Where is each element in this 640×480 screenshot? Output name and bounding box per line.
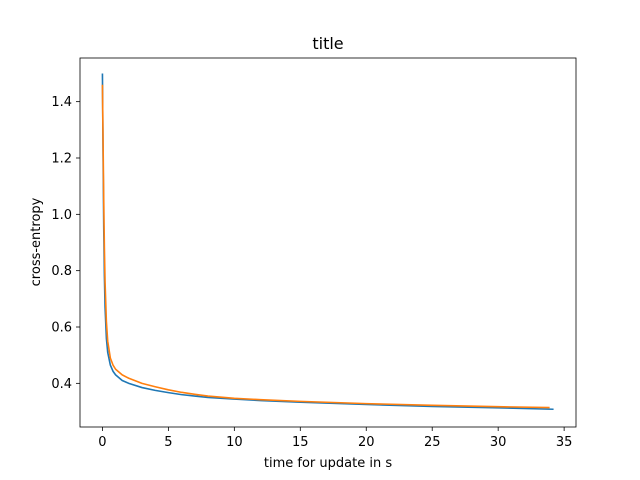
y-axis-label: cross-entropy — [29, 197, 44, 286]
x-tick-label: 30 — [490, 435, 507, 450]
y-tick-label: 1.4 — [51, 95, 72, 110]
x-tick-label: 20 — [358, 435, 375, 450]
plot-area — [80, 58, 576, 427]
y-tick-label: 0.8 — [51, 264, 72, 279]
x-tick-label: 15 — [292, 435, 309, 450]
y-tick-label: 1.2 — [51, 151, 72, 166]
chart-title: title — [312, 34, 343, 53]
series-line-2 — [101, 84, 550, 409]
x-tick-label: 25 — [424, 435, 441, 450]
x-tick-label: 35 — [556, 435, 573, 450]
x-axis-ticks: 0 5 10 15 20 25 30 35 — [98, 427, 572, 450]
y-tick-label: 0.6 — [51, 321, 72, 336]
x-tick-label: 0 — [98, 435, 106, 450]
x-axis-label: time for update in s — [264, 456, 392, 471]
plot-frame — [79, 57, 577, 428]
y-axis-ticks: 0.4 0.6 0.8 1.0 1.2 1.4 — [51, 95, 80, 392]
x-tick-label: 10 — [226, 435, 243, 450]
x-tick-label: 5 — [164, 435, 172, 450]
series-line-1 — [101, 73, 554, 411]
y-tick-label: 0.4 — [51, 377, 72, 392]
series-layer — [101, 73, 554, 411]
y-tick-label: 1.0 — [51, 208, 72, 223]
